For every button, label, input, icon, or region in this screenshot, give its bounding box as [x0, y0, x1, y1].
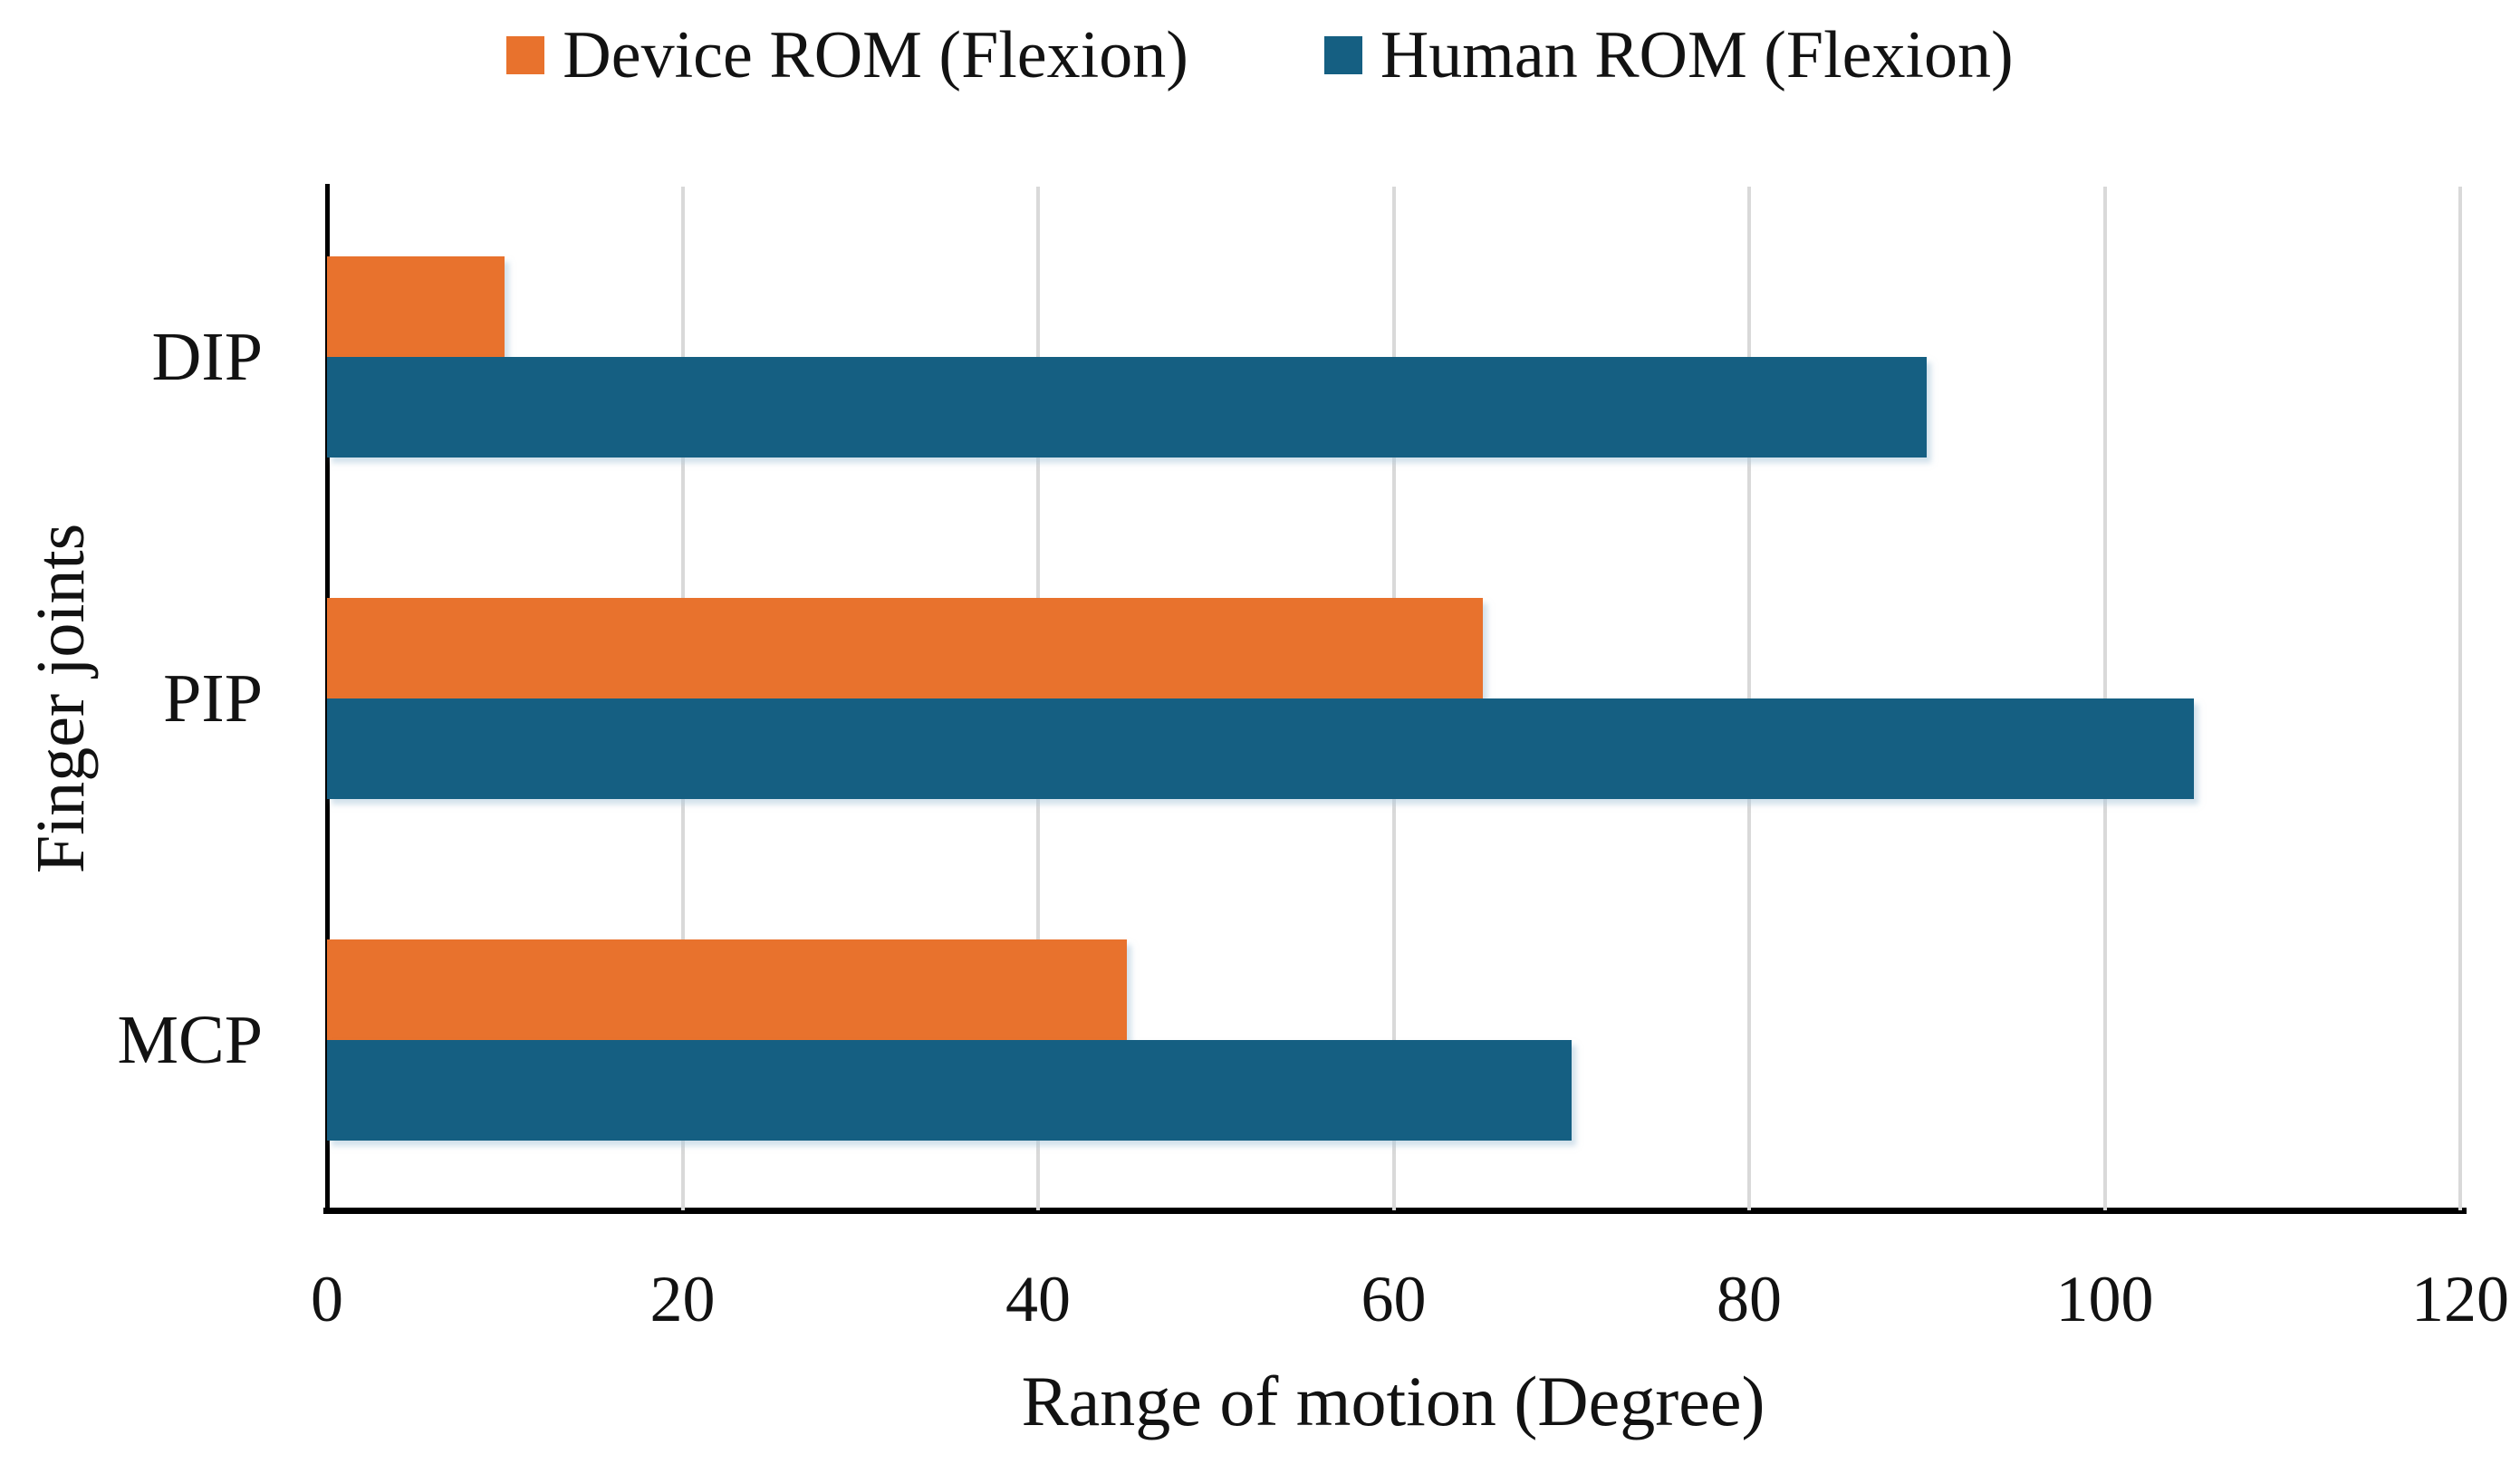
x-tick-label-0: 0 — [311, 1263, 343, 1335]
bar-device-dip — [327, 256, 505, 358]
legend-item-human-rom: Human ROM (Flexion) — [1323, 18, 2014, 92]
legend-swatch-icon — [1323, 36, 1362, 74]
plot-area — [327, 187, 2462, 1210]
legend-label: Human ROM (Flexion) — [1380, 18, 2014, 92]
legend-swatch-icon — [506, 36, 545, 74]
x-tick-label-20: 20 — [649, 1263, 716, 1335]
x-tick-label-120: 120 — [2411, 1263, 2509, 1335]
chart-legend: Device ROM (Flexion) Human ROM (Flexion) — [0, 22, 2520, 89]
bar-human-dip — [327, 357, 1928, 458]
x-tick-label-100: 100 — [2055, 1263, 2154, 1335]
bar-human-pip — [327, 698, 2194, 799]
category-label-dip: DIP — [151, 319, 263, 396]
x-axis-title: Range of motion (Degree) — [1021, 1362, 1765, 1440]
bar-device-mcp — [327, 939, 1128, 1040]
x-tick-label-60: 60 — [1361, 1263, 1427, 1335]
x-axis-line — [323, 1208, 2467, 1214]
x-tick-label-80: 80 — [1717, 1263, 1782, 1335]
legend-item-device-rom: Device ROM (Flexion) — [506, 22, 1188, 89]
x-tick-label-40: 40 — [1005, 1263, 1071, 1335]
bar-human-mcp — [327, 1039, 1572, 1141]
category-label-mcp: MCP — [117, 1001, 263, 1078]
y-axis-title: Finger joints — [23, 523, 99, 874]
bar-device-pip — [327, 598, 1483, 698]
legend-label: Device ROM (Flexion) — [563, 18, 1188, 92]
category-label-pip: PIP — [163, 660, 263, 737]
gridline-x-120 — [2458, 187, 2462, 1210]
